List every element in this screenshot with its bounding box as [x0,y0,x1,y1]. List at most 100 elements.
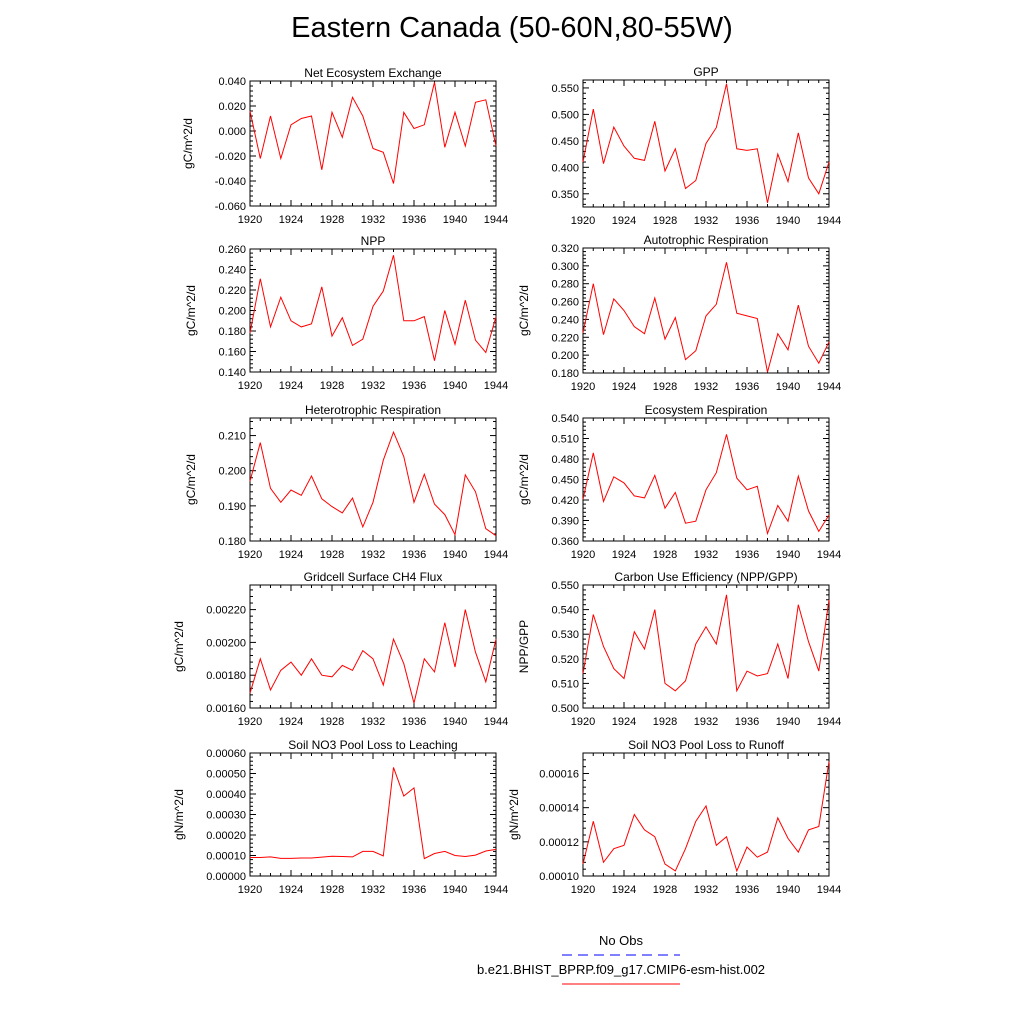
y-tick-label: 0.180 [218,326,246,338]
x-tick-label: 1936 [402,214,426,226]
x-tick-label: 1940 [443,549,467,561]
x-tick-label: 1932 [694,381,718,393]
y-tick-label: 0.040 [218,76,246,88]
y-tick-label: 0.260 [218,244,246,256]
x-tick-label: 1940 [443,716,467,728]
y-tick-label: 0.160 [218,347,246,359]
y-tick-label: 0.300 [551,261,579,273]
y-tick-label: 0.520 [551,654,579,666]
plot-frame [582,417,830,542]
y-tick-label: 0.00030 [206,810,246,822]
plot-frame [249,80,497,207]
y-tick-label: 0.000 [218,126,246,138]
series-line [582,83,830,203]
y-tick-label: 0.00180 [206,670,246,682]
x-tick-label: 1932 [694,716,718,728]
y-axis-label: gC/m^2/d [517,454,531,505]
y-axis-label: gC/m^2/d [517,285,531,336]
x-tick-label: 1936 [735,716,759,728]
y-tick-label: 0.00020 [206,830,246,842]
legend-label-obs: No Obs [599,933,644,948]
x-tick-label: 1936 [735,381,759,393]
x-tick-label: 1932 [694,884,718,896]
y-tick-label: 0.260 [551,297,579,309]
x-tick-label: 1936 [402,380,426,392]
x-tick-label: 1928 [653,716,677,728]
x-tick-label: 1944 [817,381,841,393]
x-tick-label: 1928 [320,549,344,561]
x-tick-label: 1924 [279,214,303,226]
x-tick-label: 1940 [443,214,467,226]
x-tick-label: 1924 [279,716,303,728]
x-tick-label: 1940 [776,716,800,728]
y-tick-label: 0.240 [218,265,246,277]
x-tick-label: 1932 [694,549,718,561]
chart-panel: 1920 1924 1928 1932 1936 1940 1944 0.00010 0.000… [507,738,841,896]
x-tick-label: 1936 [402,549,426,561]
chart-panel: 1920 1924 1928 1932 1936 1940 1944 0.350 0.400 0.… [551,65,841,227]
y-axis-label: gC/m^2/d [184,454,198,505]
chart-panel: 1920 1924 1928 1932 1936 1940 1944 0.180 0.200 0.… [517,233,841,393]
y-tick-label: 0.400 [551,162,579,174]
x-tick-label: 1928 [653,549,677,561]
y-tick-label: 0.00060 [206,748,246,760]
chart-panel: 1920 1924 1928 1932 1936 1940 1944 0.00160 0.001… [172,570,508,728]
y-axis-label: gC/m^2/d [184,285,198,336]
plot-frame [582,247,830,374]
y-tick-label: 0.550 [551,83,579,95]
series-line [249,255,497,361]
y-tick-label: 0.200 [218,306,246,318]
y-tick-label: 0.00016 [539,769,579,781]
figure-title: Eastern Canada (50-60N,80-55W) [291,12,733,44]
series-line [249,430,497,537]
x-tick-label: 1932 [361,214,385,226]
series-line [582,594,830,693]
y-tick-label: 0.00010 [206,851,246,863]
x-tick-label: 1920 [238,549,262,561]
panel-title: Soil NO3 Pool Loss to Runoff [628,738,785,752]
y-tick-label: -0.020 [215,151,246,163]
y-tick-label: 0.020 [218,101,246,113]
x-tick-label: 1932 [361,549,385,561]
chart-panel: 1920 1924 1928 1932 1936 1940 1944 0.180 0.190 0.… [184,403,508,561]
chart-panel: 1920 1924 1928 1932 1936 1940 1944 0.00000 0.000… [172,738,508,896]
panel-title: Autotrophic Respiration [644,233,769,247]
y-tick-label: 0.360 [551,536,579,548]
x-tick-label: 1944 [817,549,841,561]
y-tick-label: 0.220 [218,285,246,297]
y-axis-label: NPP/GPP [517,620,531,673]
panel-title: Ecosystem Respiration [645,403,768,417]
plot-frame [249,417,497,542]
x-tick-label: 1940 [776,215,800,227]
y-tick-label: 0.530 [551,629,579,641]
panel-title: Soil NO3 Pool Loss to Leaching [288,738,457,752]
x-tick-label: 1936 [402,716,426,728]
x-tick-label: 1932 [694,215,718,227]
x-tick-label: 1920 [571,884,595,896]
x-tick-label: 1928 [653,884,677,896]
y-tick-label: 0.500 [551,109,579,121]
x-tick-label: 1920 [571,716,595,728]
series-line [249,82,497,184]
y-tick-label: 0.280 [551,279,579,291]
legend-label-model: b.e21.BHIST_BPRP.f09_g17.CMIP6-esm-hist.… [477,962,765,977]
x-tick-label: 1940 [776,884,800,896]
panel-title: Net Ecosystem Exchange [304,66,442,80]
y-tick-label: 0.00160 [206,703,246,715]
y-tick-label: 0.140 [218,367,246,379]
x-tick-label: 1924 [279,549,303,561]
x-tick-label: 1940 [776,549,800,561]
x-tick-label: 1944 [484,549,508,561]
y-tick-label: 0.180 [551,368,579,380]
y-tick-label: 0.240 [551,314,579,326]
series-line [582,262,830,373]
panel-title: NPP [361,234,386,248]
x-tick-label: 1944 [484,716,508,728]
panel-title: Gridcell Surface CH4 Flux [304,570,443,584]
y-tick-label: 0.220 [551,332,579,344]
chart-panel: 1920 1924 1928 1932 1936 1940 1944 -0.060 -0.040… [181,66,508,226]
chart-panel: 1920 1924 1928 1932 1936 1940 1944 0.360 0.390 0.… [517,403,841,561]
x-tick-label: 1944 [484,380,508,392]
y-tick-label: 0.450 [551,136,579,148]
